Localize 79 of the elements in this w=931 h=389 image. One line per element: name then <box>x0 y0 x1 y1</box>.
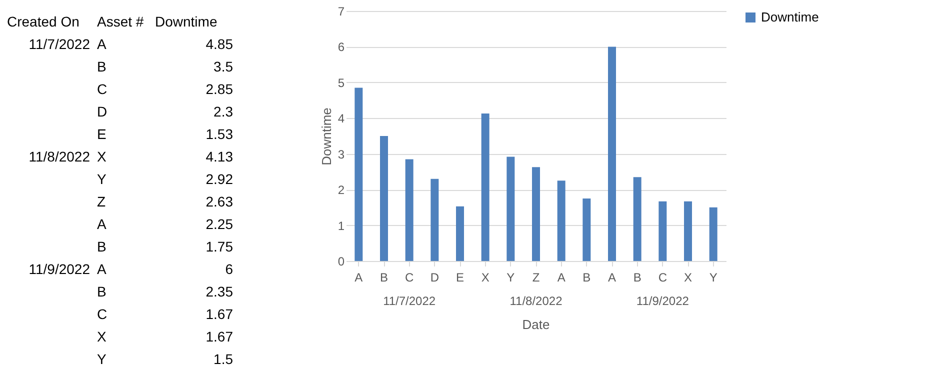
category-label: B <box>97 238 106 254</box>
x-tick-label: Y <box>506 270 515 284</box>
x-tick-label: A <box>557 270 566 284</box>
y-tick-label: 2 <box>338 183 345 198</box>
text: 2.35 <box>206 283 233 300</box>
x-tick-label: E <box>456 270 464 284</box>
x-tick-label: C <box>404 270 414 284</box>
legend-label: Downtime <box>761 10 819 24</box>
text: 3.5 <box>214 58 233 74</box>
bar <box>532 167 540 261</box>
text: 11/9/2022 <box>636 294 690 308</box>
text: 11/7/2022 <box>28 36 90 52</box>
text: 11/8/2022 <box>28 148 90 164</box>
x-tick-label: B <box>582 270 591 284</box>
text: 2.85 <box>206 80 233 97</box>
bar <box>506 156 515 261</box>
category-label: C <box>97 80 108 97</box>
x-tick-label: C <box>658 270 668 284</box>
x-tick-label: X <box>684 270 692 284</box>
x-tick-label: X <box>481 270 490 284</box>
y-tick-label: 6 <box>338 40 345 54</box>
category-label: C <box>97 306 108 322</box>
bar <box>354 88 363 261</box>
bar <box>633 177 642 261</box>
x-tick-label: D <box>430 270 440 284</box>
text: 1.5 <box>214 350 233 367</box>
text: 11/7/2022 <box>383 294 436 308</box>
text: 11/8/2022 <box>510 294 563 308</box>
category-label: D <box>97 103 108 120</box>
category-label: X <box>97 148 107 164</box>
category-label: B <box>97 283 106 300</box>
bar <box>405 159 414 261</box>
category-label: A <box>97 36 107 52</box>
category-label: Y <box>97 350 107 367</box>
bar <box>684 201 692 261</box>
text: Created On <box>7 13 80 30</box>
y-axis-title: Downtime <box>318 108 334 166</box>
category-label: A <box>97 216 107 232</box>
text: 2.3 <box>214 103 233 120</box>
text: Asset # <box>97 13 144 30</box>
x-tick-label: A <box>354 270 363 284</box>
text: 2.25 <box>206 216 233 232</box>
bar <box>430 178 439 261</box>
text: 1.67 <box>206 306 233 322</box>
bar <box>481 114 490 261</box>
text: 1.53 <box>206 126 233 142</box>
y-tick-label: 7 <box>338 4 345 18</box>
category-label: B <box>97 58 106 74</box>
bar <box>658 201 667 261</box>
x-tick-label: Y <box>709 270 718 284</box>
bar <box>608 46 616 261</box>
text: 2.92 <box>206 170 233 187</box>
bar <box>380 136 388 261</box>
text: 1.75 <box>206 238 233 254</box>
text: 6 <box>225 260 233 277</box>
x-tick-label: Z <box>532 270 540 284</box>
text: 1.67 <box>206 328 233 344</box>
category-label: E <box>97 126 106 142</box>
category-label: Z <box>97 193 106 210</box>
text: 4.13 <box>206 148 233 164</box>
bar <box>582 198 591 261</box>
x-tick-label: B <box>633 270 642 284</box>
y-tick-label: 5 <box>338 76 345 90</box>
category-label: X <box>97 328 107 344</box>
y-tick-label: 3 <box>338 147 345 162</box>
y-tick-label: 0 <box>338 254 345 268</box>
y-tick-label: 4 <box>338 112 345 126</box>
category-label: Y <box>97 170 107 187</box>
x-axis-title: Date <box>522 317 550 332</box>
text: 2.63 <box>206 193 233 210</box>
x-tick-label: B <box>380 270 388 284</box>
text: 11/9/2022 <box>28 260 90 277</box>
text: Downtime <box>155 13 218 30</box>
y-tick-label: 1 <box>338 218 345 233</box>
text: 4.85 <box>206 36 233 52</box>
bar <box>709 207 718 261</box>
bar <box>456 206 464 261</box>
x-tick-label: A <box>608 270 616 284</box>
bar <box>557 180 566 261</box>
